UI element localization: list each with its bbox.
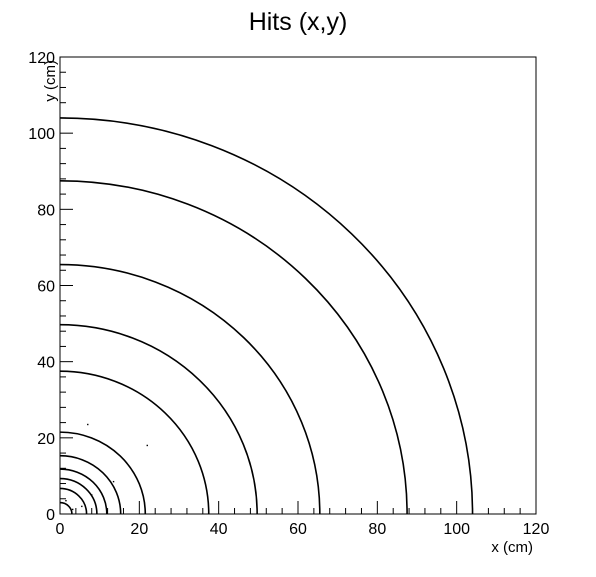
x-axis-label: x (cm): [491, 539, 533, 556]
y-axis-label: y (cm): [42, 60, 59, 102]
y-tick-label: 100: [28, 126, 55, 143]
y-tick-label: 20: [37, 431, 55, 448]
plot-frame: [59, 56, 537, 515]
hit-ring-6: [59, 370, 210, 515]
hit-ring-7: [59, 323, 258, 515]
hit-ring-8: [59, 263, 321, 515]
hit-ring-3: [59, 468, 108, 515]
hit-ring-5: [59, 431, 147, 515]
y-tick-labels: 0 20 40 60 80 100 120: [28, 50, 55, 524]
hit-ring-1: [59, 487, 88, 515]
x-tick-label: 40: [210, 521, 228, 538]
stray-hit-5: [146, 444, 148, 447]
stray-hit-3: [91, 494, 93, 496]
stray-hits: [65, 423, 148, 511]
stray-hit-0: [65, 499, 67, 502]
y-tick-label: 40: [37, 355, 55, 372]
y-tick-label: 120: [28, 50, 55, 67]
x-tick-labels: 0 20 40 60 80 100 120: [56, 521, 550, 538]
stray-hit-1: [71, 508, 74, 511]
hit-ring-10: [59, 117, 474, 515]
stray-hit-2: [81, 505, 83, 508]
stray-hit-6: [87, 423, 89, 426]
hit-ring-2: [59, 477, 98, 515]
x-tick-label: 60: [289, 521, 307, 538]
x-tick-label: 80: [368, 521, 386, 538]
y-tick-label: 60: [37, 279, 55, 296]
chart-title: Hits (x,y): [249, 8, 348, 36]
x-tick-label: 20: [130, 521, 148, 538]
plot-area: [59, 56, 537, 515]
y-tick-label: 0: [46, 507, 55, 524]
x-tick-label: 100: [443, 521, 470, 538]
hit-ring-0: [59, 501, 73, 515]
hit-ring-9: [59, 179, 408, 515]
hit-ring-4: [59, 454, 122, 515]
x-tick-label: 0: [56, 521, 65, 538]
axis-ticks: [59, 56, 537, 515]
x-tick-label: 120: [523, 521, 550, 538]
hit-rings: [59, 117, 474, 515]
y-tick-label: 80: [37, 202, 55, 219]
stray-hit-4: [112, 480, 115, 483]
